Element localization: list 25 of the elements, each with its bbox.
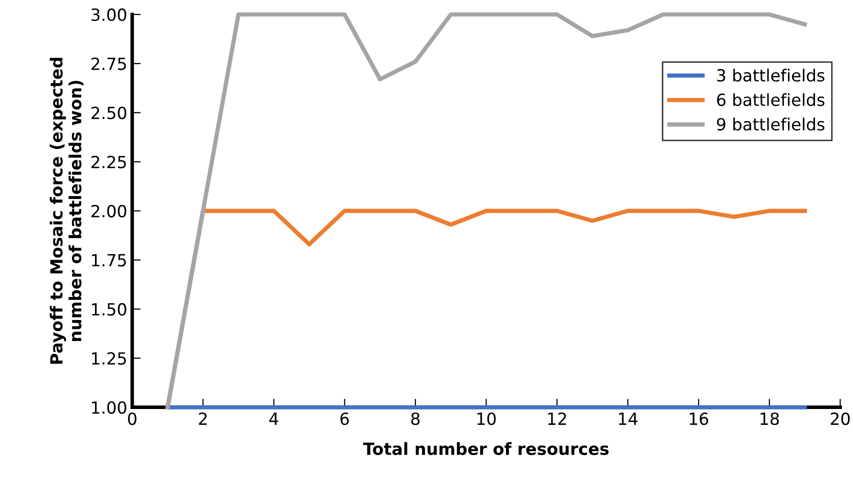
- y-tick-label: 2.00: [91, 204, 126, 218]
- y-axis-title: Payoff to Mosaic force (expected number of battlefields won): [50, 58, 84, 364]
- y-tick-label: 2.75: [91, 58, 126, 70]
- x-tick-label: 10: [477, 412, 496, 426]
- x-tick-label: 12: [548, 412, 566, 425]
- y-tick-label: 3.00: [92, 8, 126, 22]
- x-tick-label: 4: [269, 412, 278, 425]
- legend-label: 6 battlefields: [717, 93, 824, 106]
- x-tick-label: 20: [830, 412, 850, 426]
- x-tick-label: 2: [198, 412, 207, 425]
- x-tick-label: 6: [340, 412, 349, 426]
- x-tick-label: 18: [760, 412, 779, 426]
- y-tick-label: 2.25: [91, 156, 126, 168]
- y-tick-label: 1.50: [92, 303, 126, 316]
- y-tick-label: 2.50: [91, 106, 126, 120]
- x-tick-label: 0: [128, 412, 136, 426]
- x-tick-label: 14: [619, 412, 638, 425]
- x-tick-label: 16: [690, 412, 708, 426]
- x-axis-title: Total number of resources: [363, 442, 609, 456]
- y-tick-label: 1.75: [92, 254, 126, 267]
- legend-label: 3 battlefields: [717, 68, 824, 82]
- legend-label: 9 battlefields: [716, 118, 824, 131]
- x-tick-label: 8: [411, 412, 420, 426]
- y-tick-label: 1.25: [92, 352, 126, 365]
- y-tick-label: 1.00: [92, 401, 126, 414]
